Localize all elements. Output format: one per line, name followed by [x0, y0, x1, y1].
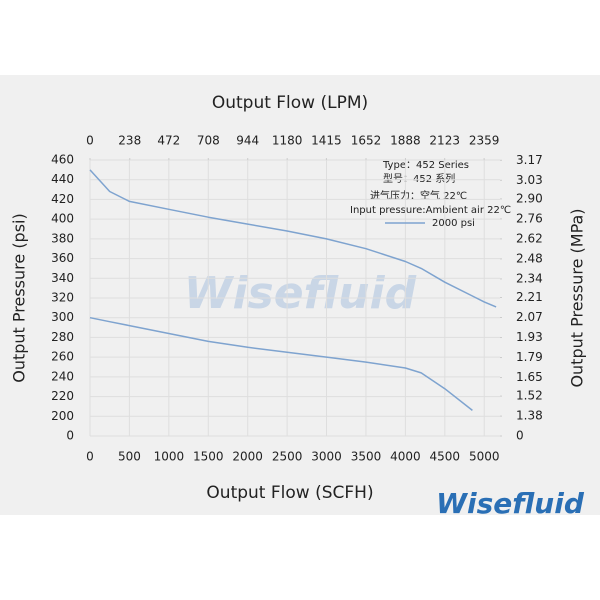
y-axis-title: Output Pressure (psi) — [10, 213, 29, 383]
x2-tick-label: 1180 — [272, 134, 303, 148]
y2-tick-label: 1.93 — [516, 330, 543, 344]
y2-tick-label: 2.21 — [516, 290, 543, 304]
x2-tick-label: 2123 — [429, 134, 460, 148]
annotation: 型号：452 系列 — [383, 172, 455, 185]
x2-tick-label: 1888 — [390, 134, 421, 148]
y2-tick-label: 2.07 — [516, 310, 543, 324]
y-tick-label: 360 — [51, 251, 74, 265]
x-tick-label: 5000 — [469, 450, 500, 464]
y2-tick-label: 2.62 — [516, 231, 543, 245]
x-tick-label: 0 — [86, 450, 94, 464]
x2-axis-title: Output Flow (LPM) — [212, 93, 368, 113]
y-tick-label: 280 — [51, 330, 74, 344]
annotation: 进气压力：空气 22℃ — [370, 189, 467, 202]
x-tick-label: 500 — [118, 450, 141, 464]
x2-tick-label: 0 — [86, 134, 94, 148]
y-tick-label: 0 — [66, 429, 74, 443]
x2-tick-label: 1652 — [351, 134, 382, 148]
data-line — [89, 169, 497, 308]
y2-tick-label: 1.52 — [516, 389, 543, 403]
x2-tick-label: 944 — [236, 134, 259, 148]
y-tick-label: 220 — [51, 389, 74, 403]
y2-tick-label: 3.03 — [516, 173, 543, 187]
y2-tick-label: 2.48 — [516, 251, 543, 265]
x-tick-label: 2000 — [232, 450, 263, 464]
y2-tick-label: 1.79 — [516, 350, 543, 364]
legend-label: 2000 psi — [432, 218, 475, 229]
watermark: Wisefluid — [184, 268, 417, 319]
x-tick-label: 1000 — [154, 450, 185, 464]
y2-tick-label: 1.38 — [516, 409, 543, 423]
logo: Wisefluid — [436, 487, 585, 520]
x2-tick-label: 1415 — [311, 134, 342, 148]
y2-tick-label: 3.17 — [516, 153, 543, 167]
x2-tick-label: 2359 — [469, 134, 500, 148]
y-tick-label: 380 — [51, 231, 74, 245]
x-tick-label: 2500 — [272, 450, 303, 464]
y-tick-label: 260 — [51, 350, 74, 364]
data-line — [89, 316, 473, 411]
x2-tick-label: 708 — [197, 134, 220, 148]
background — [0, 75, 600, 515]
x-tick-label: 4000 — [390, 450, 421, 464]
y-tick-label: 240 — [51, 369, 74, 383]
y2-tick-label: 2.90 — [516, 191, 543, 205]
x2-tick-label: 472 — [157, 134, 180, 148]
y-tick-label: 340 — [51, 271, 74, 285]
x-axis-title: Output Flow (SCFH) — [206, 483, 373, 503]
y2-tick-label: 2.76 — [516, 211, 543, 225]
annotation: Input pressure:Ambient air 22℃ — [350, 205, 511, 216]
y2-tick-label: 2.34 — [516, 271, 543, 285]
y-tick-label: 440 — [51, 172, 74, 186]
y-tick-label: 420 — [51, 192, 74, 206]
y-tick-label: 200 — [51, 409, 74, 423]
y2-axis-title: Output Pressure (MPa) — [568, 208, 587, 387]
annotation: Type：452 Series — [382, 160, 469, 171]
x-tick-label: 3500 — [351, 450, 382, 464]
y-tick-label: 320 — [51, 291, 74, 305]
x-tick-label: 3000 — [311, 450, 342, 464]
y2-tick-label: 0 — [516, 429, 524, 443]
y2-tick-label: 1.65 — [516, 370, 543, 384]
x-tick-label: 1500 — [193, 450, 224, 464]
x2-tick-label: 238 — [118, 134, 141, 148]
x-tick-label: 4500 — [430, 450, 461, 464]
y-tick-label: 400 — [51, 212, 74, 226]
y-tick-label: 300 — [51, 310, 74, 324]
y-tick-label: 460 — [51, 153, 74, 167]
